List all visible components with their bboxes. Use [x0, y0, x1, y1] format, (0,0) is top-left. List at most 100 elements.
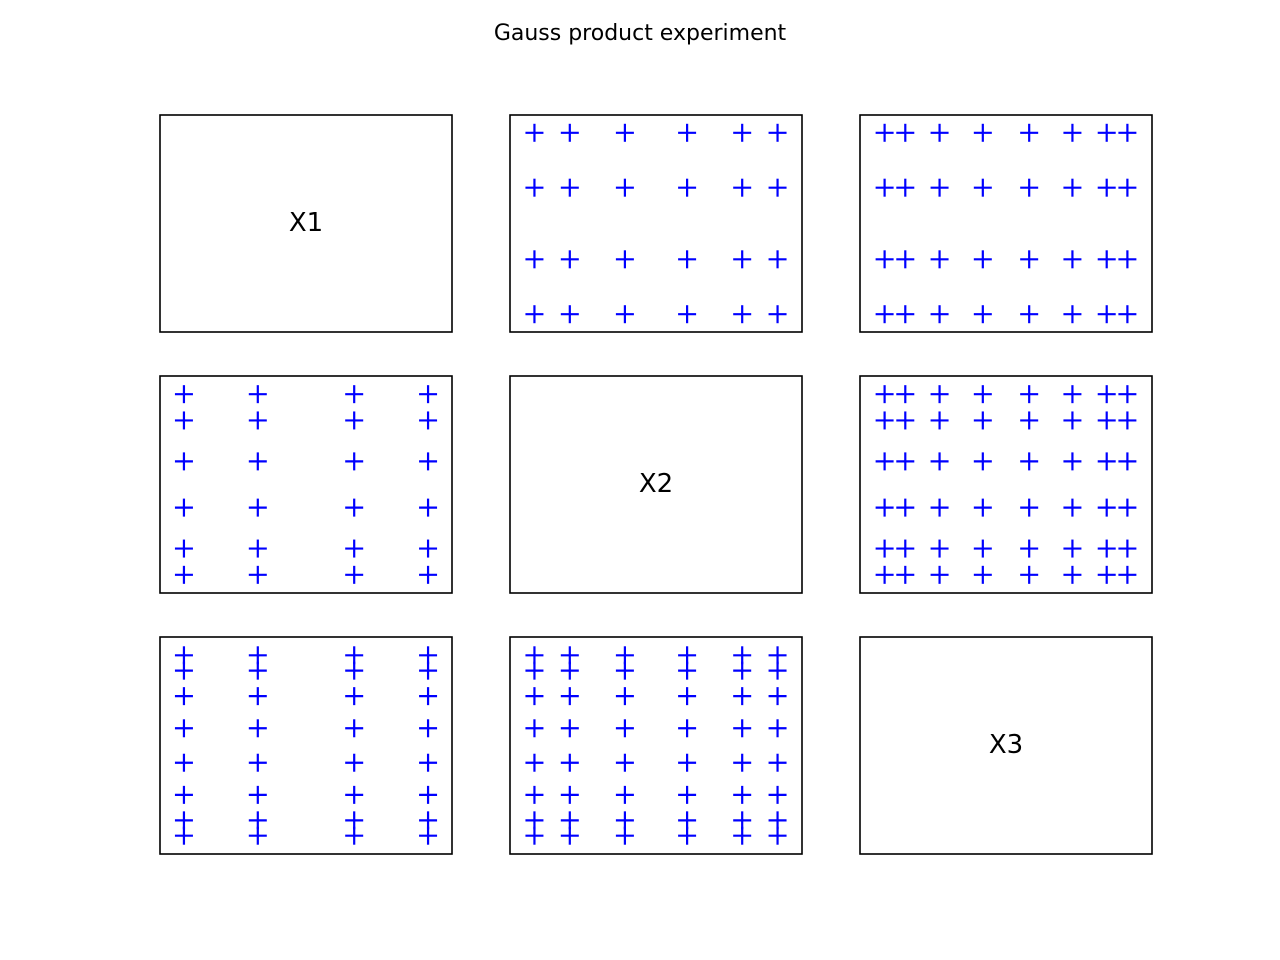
- plus-marker: [1097, 123, 1116, 142]
- plus-marker: [973, 539, 992, 558]
- plus-marker: [1020, 385, 1039, 404]
- plus-marker: [174, 539, 193, 558]
- plus-marker: [345, 385, 364, 404]
- plus-marker: [875, 178, 894, 197]
- plus-marker: [248, 687, 267, 706]
- plus-marker: [345, 411, 364, 430]
- plus-marker: [1020, 250, 1039, 269]
- plus-marker: [1097, 385, 1116, 404]
- plus-marker: [768, 250, 787, 269]
- plus-marker: [1118, 123, 1137, 142]
- plus-marker: [896, 498, 915, 517]
- panel-frame: [509, 636, 803, 855]
- plus-marker: [1020, 565, 1039, 584]
- plus-marker: [560, 719, 579, 738]
- plus-marker: [419, 411, 438, 430]
- plus-marker: [248, 452, 267, 471]
- plus-marker: [1118, 250, 1137, 269]
- panel: X1: [159, 114, 453, 333]
- plus-marker: [174, 753, 193, 772]
- plus-marker: [345, 646, 364, 665]
- plus-marker: [248, 385, 267, 404]
- plus-marker: [345, 826, 364, 845]
- plus-marker: [1118, 565, 1137, 584]
- plus-marker: [768, 753, 787, 772]
- plus-marker: [768, 305, 787, 324]
- plus-marker: [678, 719, 697, 738]
- plus-marker: [248, 826, 267, 845]
- plus-marker: [248, 719, 267, 738]
- plus-marker: [1020, 452, 1039, 471]
- plus-marker: [733, 785, 752, 804]
- plus-marker: [560, 250, 579, 269]
- plus-marker: [1097, 498, 1116, 517]
- panel-frame: [859, 375, 1153, 594]
- plus-marker: [560, 785, 579, 804]
- plus-marker: [930, 178, 949, 197]
- plus-marker: [248, 661, 267, 680]
- plus-marker: [345, 811, 364, 830]
- plus-marker: [560, 305, 579, 324]
- plus-marker: [345, 539, 364, 558]
- plus-marker: [678, 178, 697, 197]
- plus-marker: [973, 385, 992, 404]
- plus-marker: [560, 661, 579, 680]
- plus-marker: [419, 661, 438, 680]
- plus-marker: [525, 661, 544, 680]
- panel-frame: [159, 114, 453, 333]
- plus-marker: [345, 719, 364, 738]
- plus-marker: [248, 811, 267, 830]
- plus-marker: [930, 123, 949, 142]
- plus-marker: [560, 646, 579, 665]
- plus-marker: [248, 539, 267, 558]
- plus-marker: [678, 250, 697, 269]
- plus-marker: [525, 250, 544, 269]
- plus-marker: [248, 785, 267, 804]
- plus-marker: [768, 785, 787, 804]
- plus-marker: [1063, 565, 1082, 584]
- plus-marker: [930, 411, 949, 430]
- plus-marker: [525, 785, 544, 804]
- variable-label: X1: [289, 208, 323, 238]
- plus-marker: [174, 646, 193, 665]
- plus-marker: [1097, 411, 1116, 430]
- panel-frame: [859, 114, 1153, 333]
- plus-marker: [973, 452, 992, 471]
- plus-marker: [768, 661, 787, 680]
- plus-marker: [1063, 178, 1082, 197]
- plus-marker: [560, 811, 579, 830]
- plus-marker: [768, 811, 787, 830]
- plus-marker: [678, 687, 697, 706]
- plus-marker: [875, 305, 894, 324]
- plus-marker: [419, 565, 438, 584]
- plus-marker: [733, 687, 752, 706]
- plus-marker: [419, 753, 438, 772]
- plus-marker: [248, 411, 267, 430]
- panel-frame: [159, 636, 453, 855]
- plus-marker: [525, 826, 544, 845]
- plus-marker: [615, 661, 634, 680]
- plus-marker: [930, 250, 949, 269]
- plus-marker: [345, 753, 364, 772]
- plus-marker: [678, 646, 697, 665]
- plus-marker: [615, 646, 634, 665]
- plus-marker: [875, 411, 894, 430]
- plus-marker: [560, 753, 579, 772]
- panel-frame: [159, 375, 453, 594]
- plus-marker: [1020, 305, 1039, 324]
- plus-marker: [733, 178, 752, 197]
- plus-marker: [1063, 305, 1082, 324]
- plus-marker: [1063, 250, 1082, 269]
- plus-marker: [525, 178, 544, 197]
- panel: [859, 114, 1153, 333]
- plus-marker: [615, 811, 634, 830]
- plus-marker: [419, 539, 438, 558]
- plus-marker: [1063, 123, 1082, 142]
- plus-marker: [896, 178, 915, 197]
- plus-marker: [615, 719, 634, 738]
- panel: [509, 114, 803, 333]
- plus-marker: [345, 661, 364, 680]
- plus-marker: [615, 826, 634, 845]
- plus-marker: [525, 811, 544, 830]
- plus-marker: [875, 565, 894, 584]
